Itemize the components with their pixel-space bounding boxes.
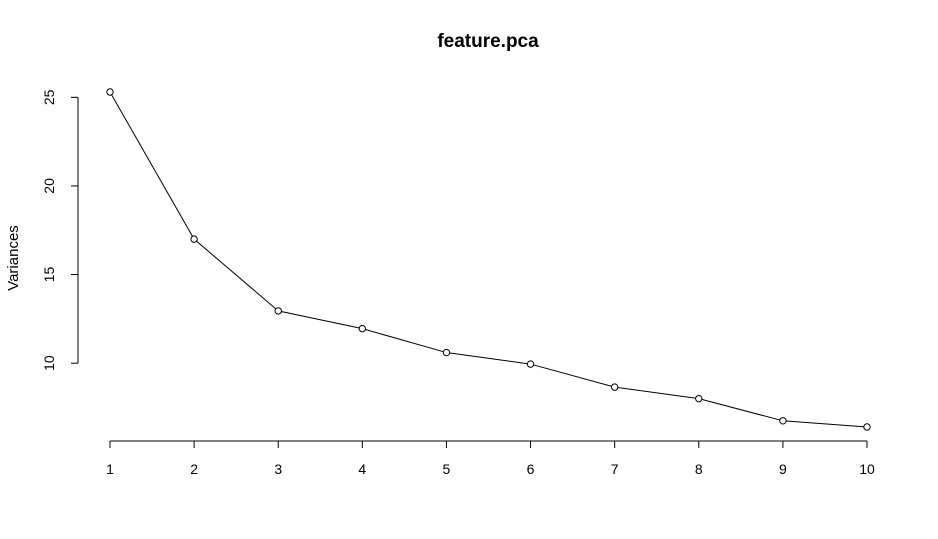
data-point [358,324,367,333]
x-tick-label: 7 [611,461,619,477]
data-point [106,88,114,96]
y-axis: 10 15 20 25 [41,89,79,371]
x-tick-label: 6 [527,461,535,477]
data-point [695,394,703,403]
x-tick-label: 10 [859,461,875,477]
data-point [863,423,871,431]
chart-title: feature.pca [437,31,539,52]
x-tick-label: 9 [779,461,787,477]
data-point [274,307,282,315]
y-axis-label: Variances [5,225,22,291]
y-tick-label: 10 [41,355,57,371]
data-point [526,360,535,368]
data-point [779,417,787,425]
x-tick-label: 8 [695,461,703,477]
data-point [610,383,619,391]
x-tick-label: 5 [443,461,451,477]
x-tick-label: 4 [358,461,366,477]
data-point [442,348,451,357]
y-tick-label: 15 [41,267,57,283]
series-line [109,91,868,428]
data-point [190,235,198,243]
x-axis: 1 2 3 4 5 6 7 8 9 10 [106,440,875,477]
x-tick-label: 1 [106,461,114,477]
y-tick-label: 20 [41,178,57,194]
plot-area [106,88,871,431]
y-tick-label: 25 [41,89,57,105]
x-tick-label: 3 [274,461,282,477]
x-tick-label: 2 [190,461,198,477]
